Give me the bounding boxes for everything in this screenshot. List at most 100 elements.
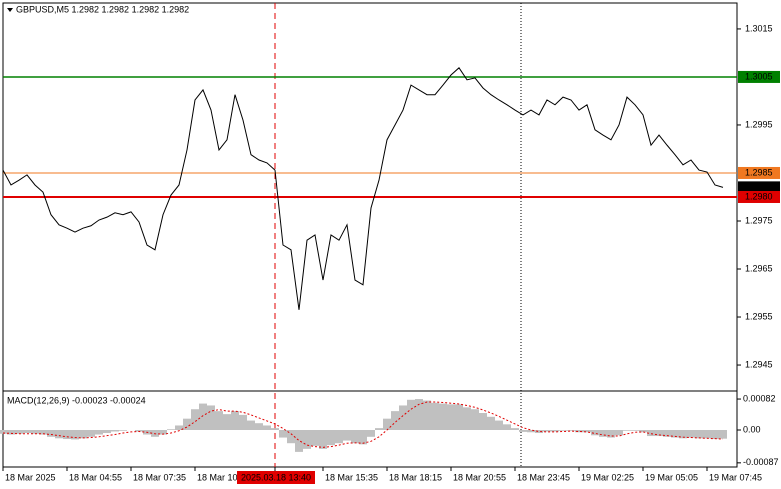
- histogram-bar: [479, 413, 487, 430]
- histogram-bar: [191, 409, 199, 430]
- histogram-bar: [575, 430, 583, 433]
- histogram-bar: [63, 430, 71, 440]
- cursor-label-box: [237, 471, 315, 484]
- histogram-bar: [407, 399, 415, 430]
- histogram-bar: [39, 430, 47, 435]
- chart-title: GBPUSD,M5 1.2982 1.2982 1.2982 1.2982: [16, 4, 189, 14]
- histogram-bar: [15, 430, 23, 434]
- histogram-bar: [391, 411, 399, 430]
- histogram-bar: [599, 430, 607, 437]
- y-tick-label: 1.2955: [745, 311, 773, 321]
- histogram-bar: [31, 430, 39, 434]
- histogram-bar: [119, 430, 127, 431]
- histogram-bar: [87, 430, 95, 437]
- histogram-bar: [279, 430, 287, 438]
- histogram-bar: [183, 418, 191, 430]
- histogram-bar: [103, 430, 111, 434]
- y-tick-label: 1.2995: [745, 119, 773, 129]
- histogram-bar: [71, 430, 79, 440]
- histogram-bar: [607, 430, 615, 438]
- histogram-bar: [0, 430, 7, 434]
- histogram-bar: [255, 423, 263, 430]
- histogram-bar: [367, 430, 375, 437]
- histogram-bar: [247, 420, 255, 430]
- histogram-bar: [175, 425, 183, 430]
- histogram-bar: [351, 430, 359, 444]
- histogram-bar: [47, 430, 55, 437]
- y-tick-label: 0.00: [743, 424, 761, 434]
- histogram-bar: [679, 430, 687, 439]
- x-tick-label: 19 Mar 02:25: [581, 472, 634, 482]
- x-tick-label: 18 Mar 20:55: [453, 472, 506, 482]
- histogram-bar: [559, 430, 567, 431]
- histogram-bar: [583, 430, 591, 433]
- histogram-bar: [535, 430, 543, 434]
- x-tick-label: 18 Mar 2025: [5, 472, 56, 482]
- histogram-bar: [655, 430, 663, 437]
- histogram-bar: [567, 430, 575, 431]
- level-label-box: [738, 166, 780, 179]
- x-tick-label: 2025.03.18 13:40: [241, 472, 311, 482]
- histogram-bar: [695, 430, 703, 439]
- x-tick-label: 19 Mar 05:05: [645, 472, 698, 482]
- histogram-bar: [703, 430, 711, 439]
- histogram-bar: [159, 430, 167, 435]
- histogram-bar: [7, 430, 15, 435]
- x-tick-label: 19 Mar 07:45: [709, 472, 762, 482]
- histogram-bar: [447, 404, 455, 430]
- histogram-bar: [431, 402, 439, 430]
- histogram-bar: [519, 430, 527, 432]
- histogram-bar: [223, 414, 231, 430]
- histogram-bar: [319, 430, 327, 449]
- histogram-bar: [663, 430, 671, 437]
- histogram-bar: [375, 428, 383, 430]
- histogram-bar: [543, 430, 551, 432]
- histogram-bar: [423, 400, 431, 430]
- menu-icon: [7, 8, 13, 12]
- histogram-bar: [167, 429, 175, 430]
- histogram-bar: [287, 430, 295, 444]
- histogram-bar: [79, 430, 87, 439]
- histogram-bar: [623, 430, 631, 431]
- histogram-bar: [327, 430, 335, 446]
- histogram-bar: [215, 411, 223, 430]
- last-price-label: 1.2982: [745, 182, 773, 192]
- histogram-bar: [111, 430, 119, 432]
- y-tick-label: 1.2945: [745, 359, 773, 369]
- histogram-bar: [263, 425, 271, 430]
- histogram-bar: [455, 404, 463, 430]
- histogram-bar: [23, 430, 31, 434]
- histogram-bar: [239, 414, 247, 430]
- histogram-bar: [271, 428, 279, 430]
- histogram-bar: [495, 420, 503, 430]
- x-tick-label: 18 Mar 07:35: [133, 472, 186, 482]
- indicator-title: MACD(12,26,9) -0.00023 -0.00024: [7, 395, 146, 405]
- histogram-bar: [687, 430, 695, 438]
- plot-frame: [2, 2, 738, 468]
- histogram-bar: [711, 430, 719, 440]
- x-tick-label: 18 Mar 23:45: [517, 472, 570, 482]
- histogram-bar: [471, 409, 479, 430]
- histogram-bar: [591, 430, 599, 436]
- level-label: 1.2985: [745, 167, 773, 177]
- histogram-bar: [55, 430, 63, 439]
- histogram-bar: [135, 430, 143, 432]
- histogram-bar: [383, 418, 391, 430]
- level-label-box: [738, 70, 780, 83]
- last-price-box: [738, 181, 780, 194]
- histogram-bar: [231, 411, 239, 430]
- histogram-bar: [551, 430, 559, 432]
- y-tick-label: 1.2975: [745, 215, 773, 225]
- x-tick-label: 18 Mar 18:15: [389, 472, 442, 482]
- histogram-bar: [415, 399, 423, 430]
- histogram-bar: [463, 407, 471, 430]
- histogram-bar: [647, 430, 655, 437]
- histogram-bar: [95, 430, 103, 435]
- y-tick-label: -0.00087: [743, 457, 779, 467]
- histogram-bar: [631, 430, 639, 431]
- y-tick-label: 0.00082: [743, 393, 776, 403]
- histogram-bar: [359, 430, 367, 445]
- x-tick-label: 18 Mar 04:55: [69, 472, 122, 482]
